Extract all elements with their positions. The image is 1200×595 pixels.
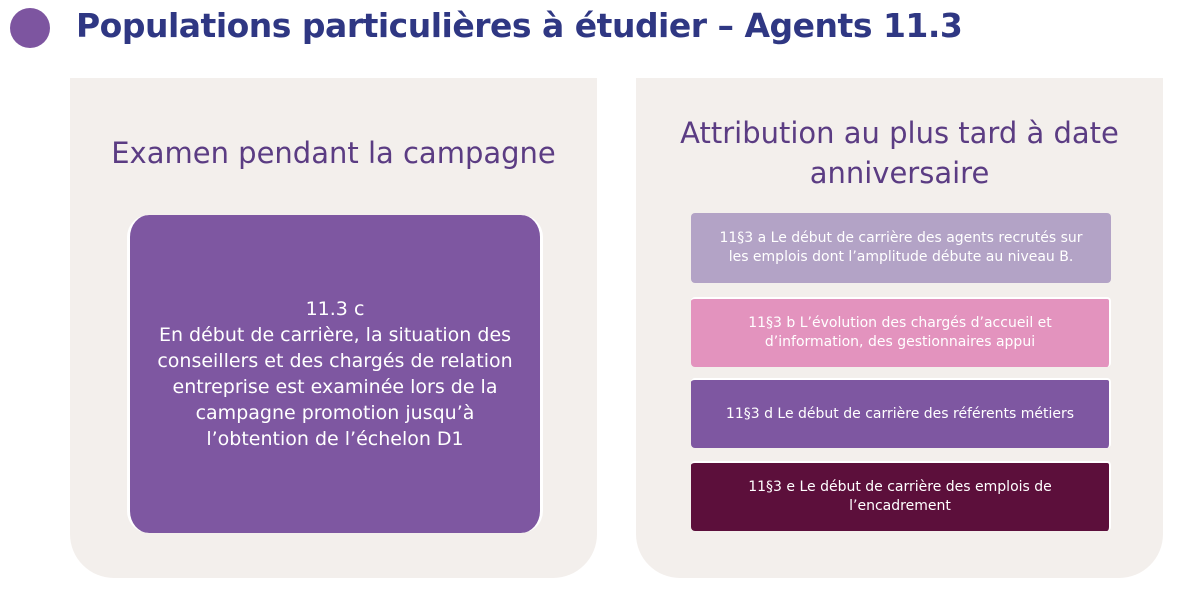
info-box: 11.3 c En début de carrière, la situation…: [127, 215, 543, 533]
box-line: conseillers et des chargés de relation: [157, 350, 513, 372]
item-line: 11§3 a Le début de carrière des agents r…: [719, 230, 1083, 246]
list-item: 11§3 e Le début de carrière des emplois …: [691, 461, 1111, 531]
box-line: 11.3 c: [305, 298, 365, 320]
item-line: les emplois dont l’amplitude débute au n…: [728, 249, 1074, 265]
heading-line: Attribution au plus tard à date: [680, 116, 1119, 150]
title: Populations particulières à étudier – Ag…: [76, 6, 963, 45]
box-line: l’obtention de l’échelon D1: [206, 428, 464, 450]
list-item: 11§3 a Le début de carrière des agents r…: [691, 213, 1111, 283]
item-line: 11§3 b L’évolution des chargés d’accueil…: [748, 315, 1052, 331]
item-line: d’information, des gestionnaires appui: [764, 334, 1036, 350]
item-line: l’encadrement: [849, 498, 951, 514]
bullet-circle: [10, 8, 50, 48]
item-line: 11§3 e Le début de carrière des emplois …: [748, 479, 1052, 495]
panel-heading: Examen pendant la campagne: [111, 136, 556, 170]
right-panel: Attribution au plus tard à date annivers…: [636, 78, 1163, 578]
item-line: 11§3 d Le début de carrière des référent…: [725, 405, 1075, 422]
box-line: entreprise est examinée lors de la: [172, 376, 498, 398]
left-panel: Examen pendant la campagne 11.3 c En débu…: [70, 78, 597, 578]
list-item: 11§3 b L’évolution des chargés d’accueil…: [691, 297, 1111, 367]
box-line: campagne promotion jusqu’à: [195, 402, 475, 424]
list-item: 11§3 d Le début de carrière des référent…: [691, 378, 1111, 448]
heading-line: anniversaire: [809, 156, 990, 190]
panel-heading: Attribution au plus tard à date annivers…: [636, 113, 1163, 193]
box-line: En début de carrière, la situation des: [158, 324, 512, 346]
